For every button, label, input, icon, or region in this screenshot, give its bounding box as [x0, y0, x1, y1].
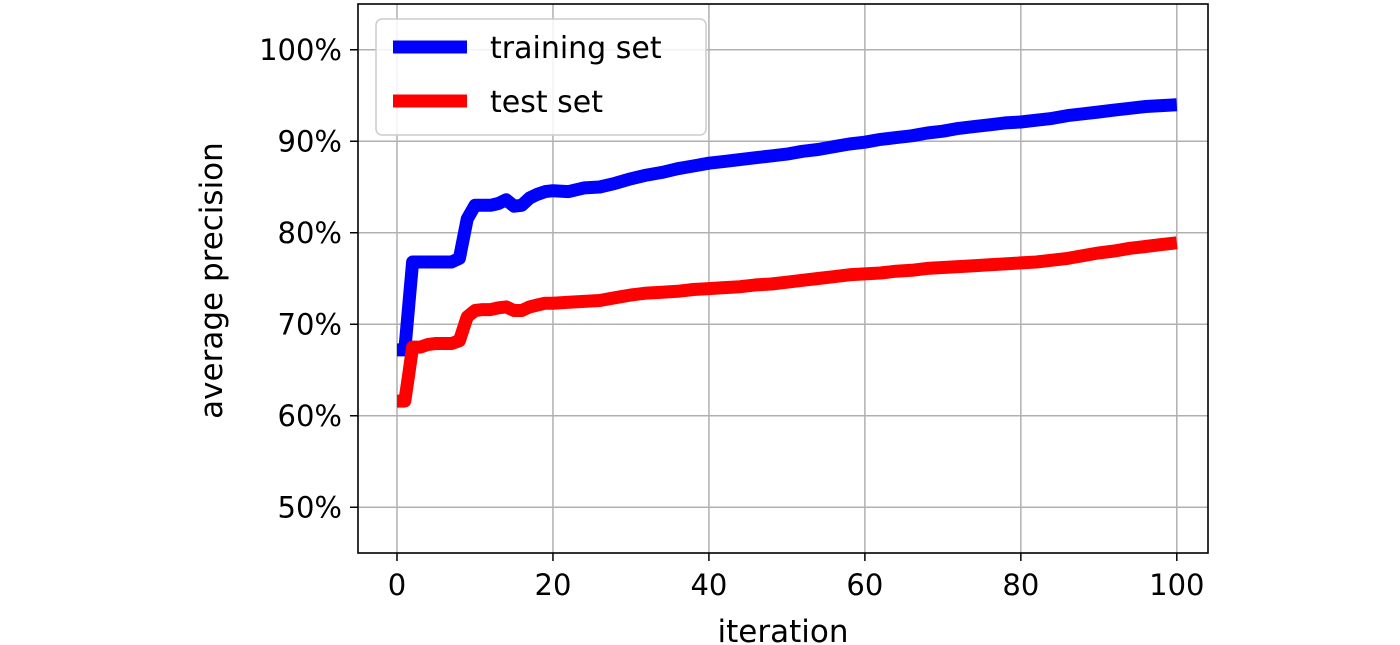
- x-tick-label-4: 80: [1002, 568, 1039, 602]
- series-line-0: [397, 98, 1178, 357]
- legend-label-training: training set: [490, 31, 662, 66]
- x-tick-label-0: 0: [388, 568, 406, 602]
- y-tick-label-2: 70%: [278, 307, 342, 341]
- y-tick-label-4: 90%: [278, 124, 342, 158]
- series-group: [397, 98, 1178, 408]
- legend-label-test: test set: [490, 85, 603, 120]
- series-line-1: [397, 236, 1178, 408]
- x-tick-label-3: 60: [846, 568, 883, 602]
- legend: training set test set: [375, 18, 707, 136]
- axis-ticks: 0 20 40 60 80 100 50% 60% 70% 80% 90% 100%: [259, 33, 1204, 602]
- y-tick-label-3: 80%: [278, 216, 342, 250]
- x-tick-label-1: 20: [535, 568, 572, 602]
- y-axis-label: average precision: [194, 142, 230, 419]
- plot-area-frame: [357, 3, 1209, 554]
- y-tick-label-0: 50%: [278, 490, 342, 524]
- y-tick-label-5: 100%: [259, 33, 342, 67]
- x-tick-label-2: 40: [690, 568, 727, 602]
- x-axis-label: iteration: [718, 614, 849, 645]
- x-tick-label-5: 100: [1149, 568, 1204, 602]
- y-tick-label-1: 60%: [278, 399, 342, 433]
